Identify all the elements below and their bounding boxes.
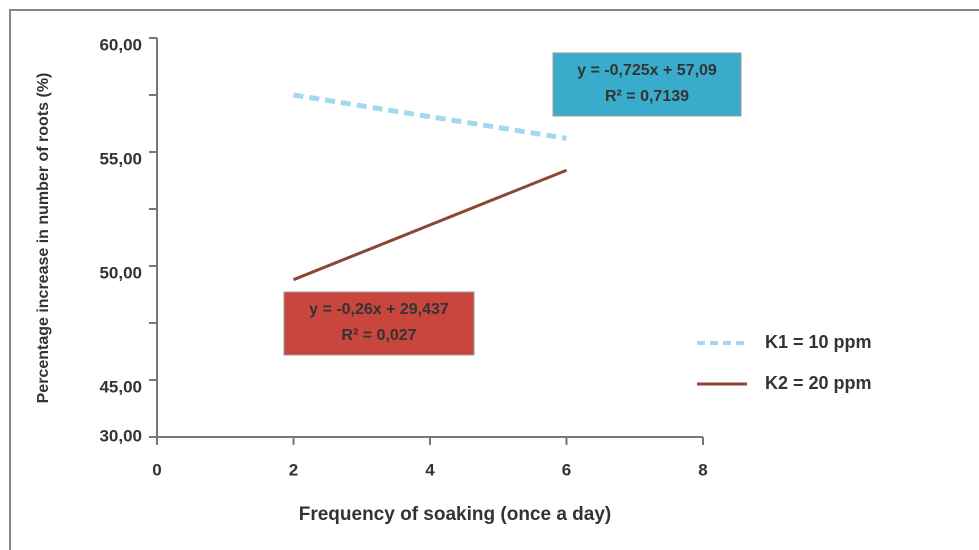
x-tick-label: 0: [152, 460, 161, 479]
series-line: [292, 168, 568, 282]
annotation-box: [283, 291, 475, 356]
y-tick-label: 60,00: [99, 35, 142, 54]
y-tick-label: 55,00: [99, 149, 142, 168]
annotation-box: [552, 52, 742, 117]
x-tick-label: 8: [698, 460, 707, 479]
x-tick-label: 6: [562, 460, 571, 479]
annotation-text: R² = 0,7139: [605, 88, 689, 105]
annotation-text: R² = 0,027: [341, 327, 416, 344]
y-axis-title: Percentage increase in number of roots (…: [35, 73, 52, 404]
legend-label: K1 = 10 ppm: [765, 332, 872, 352]
y-tick-label: 30,00: [99, 426, 142, 445]
frame: [9, 9, 979, 550]
annotation-text: y = -0,725x + 57,09: [577, 62, 717, 79]
series-line: [293, 92, 567, 141]
annotation-text: y = -0,26x + 29,437: [309, 301, 449, 318]
y-tick-label: 45,00: [99, 377, 142, 396]
legend-label: K2 = 20 ppm: [765, 373, 872, 393]
x-axis-title: Frequency of soaking (once a day): [299, 504, 612, 525]
y-tick-label: 50,00: [99, 263, 142, 282]
x-tick-label: 4: [425, 460, 435, 479]
x-tick-label: 2: [289, 460, 298, 479]
